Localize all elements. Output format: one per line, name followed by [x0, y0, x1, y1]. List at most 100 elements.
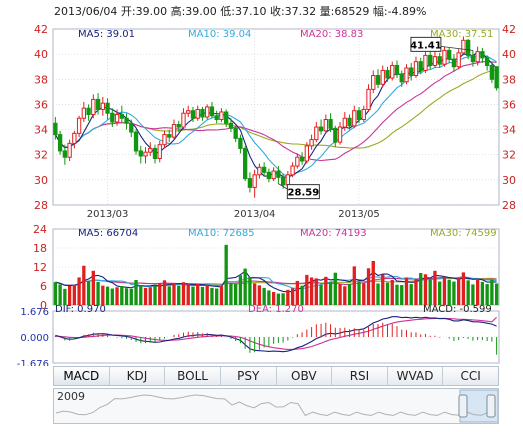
quote-header: 2013/06/04 开:39.00 高:39.00 低:37.10 收:37.…: [54, 5, 427, 18]
candle-down: [437, 56, 442, 65]
tab-cci[interactable]: CCI: [460, 369, 481, 383]
volume-bar-down: [347, 284, 352, 305]
candle-down: [465, 39, 471, 56]
candle-down: [494, 66, 499, 89]
price-ma20-label: MA20: 38.83: [300, 29, 363, 40]
volume-bar-up: [305, 274, 309, 305]
price-axis-label-right: 32: [502, 149, 516, 162]
volume-bar-up: [366, 268, 371, 305]
navigator-start-label: 2009: [57, 390, 85, 403]
macd-axis-label: 0.000: [20, 333, 49, 344]
volume-bar-up: [442, 276, 447, 305]
range-navigator[interactable]: 2009: [53, 388, 499, 424]
volume-bar-up: [271, 292, 276, 305]
volume-bar-down: [494, 283, 499, 305]
volume-bar-up: [186, 284, 190, 305]
macd-dea-label: DEA: 1.270: [248, 304, 304, 315]
candle-down: [152, 147, 158, 159]
volume-bar-down: [167, 286, 171, 305]
volume-bar-down: [262, 287, 266, 305]
volume-bar-up: [423, 274, 428, 305]
candle-down: [333, 127, 338, 143]
candle-down: [347, 117, 352, 127]
high-price-annotation: 41.41: [410, 40, 442, 51]
volume-bar-down: [319, 284, 323, 305]
tab-psy[interactable]: PSY: [221, 367, 277, 385]
price-axis-label-left: 34: [34, 124, 48, 137]
moving-average-lines: [54, 51, 498, 353]
price-axis-label-right: 36: [502, 98, 516, 111]
tab-obv[interactable]: OBV: [277, 367, 333, 385]
volume-ma20-label: MA20: 74193: [300, 228, 367, 239]
low-pointer: [278, 183, 289, 190]
candle-down: [385, 69, 390, 79]
volume-bar-down: [243, 268, 247, 305]
candle-up: [461, 39, 466, 54]
volume-bar-up: [433, 270, 437, 305]
volume-bar-down: [300, 285, 304, 305]
volume-bar-down: [210, 287, 214, 305]
candle-down: [470, 54, 476, 63]
candle-down: [167, 134, 172, 138]
volume-bar-down: [153, 286, 157, 305]
volume-bar-down: [229, 283, 233, 305]
volume-bar-up: [404, 277, 409, 305]
volume-axis-label: 0: [40, 299, 47, 312]
volume-axis-label: 24: [33, 223, 47, 236]
volume-bar-down: [267, 290, 271, 305]
volume-bar-up: [295, 280, 300, 305]
candle-up: [304, 145, 310, 162]
tab-macd[interactable]: MACD: [54, 367, 110, 385]
candle-up: [100, 102, 105, 110]
volume-bar-up: [77, 277, 81, 305]
volume-bar-down: [110, 288, 114, 305]
volume-bar-up: [172, 282, 176, 305]
candle-down: [129, 122, 134, 133]
date-axis-label: 2013/03: [87, 209, 129, 220]
range-handle-left[interactable]: [458, 394, 468, 418]
tab-rsi[interactable]: RSI: [332, 367, 388, 385]
volume-bar-down: [224, 244, 228, 305]
candle-down: [176, 124, 181, 128]
candle-up: [314, 126, 319, 141]
candle-down: [318, 126, 324, 132]
volume-bar-up: [371, 260, 375, 305]
candle-down: [451, 58, 457, 68]
volume-bar-down: [63, 288, 67, 305]
volume-axis-label: 18: [33, 242, 47, 255]
volume-bar-up: [205, 284, 209, 305]
candle-up: [114, 113, 120, 123]
price-axis-label-right: 34: [502, 124, 516, 137]
candle-up: [252, 174, 257, 188]
date-axis-label: 2013/05: [338, 209, 380, 220]
candle-down: [484, 57, 490, 66]
candle-down: [328, 119, 333, 129]
volume-bar-up: [324, 276, 328, 305]
candle-up: [271, 170, 276, 180]
tab-wvad[interactable]: WVAD: [388, 367, 444, 385]
low-price-annotation: 28.59: [288, 188, 320, 199]
candle-up: [285, 174, 291, 186]
high-label-box: [410, 36, 442, 52]
volume-bar-down: [328, 282, 333, 305]
tab-kdj[interactable]: KDJ: [110, 367, 166, 385]
volume-bar-down: [452, 281, 456, 305]
low-label-box: [286, 184, 320, 200]
high-pointer: [440, 45, 473, 51]
price-ma5-label: MA5: 39.01: [78, 29, 135, 40]
tab-boll[interactable]: BOLL: [165, 367, 221, 385]
volume-bar-down: [466, 280, 470, 305]
range-handle-right[interactable]: [486, 394, 496, 418]
volume-bar-up: [162, 280, 167, 305]
price-axis-label-left: 42: [34, 23, 48, 36]
volume-bar-down: [200, 286, 205, 305]
price-axis-label-right: 38: [502, 73, 516, 86]
candle-down: [119, 113, 124, 119]
candle-down: [394, 64, 400, 75]
candle-down: [110, 112, 115, 123]
price-ma10-label: MA10: 39.04: [188, 29, 251, 40]
price-ma30-label: MA30: 37.51: [430, 29, 493, 40]
candle-down: [57, 134, 63, 152]
candle-up: [219, 111, 224, 121]
